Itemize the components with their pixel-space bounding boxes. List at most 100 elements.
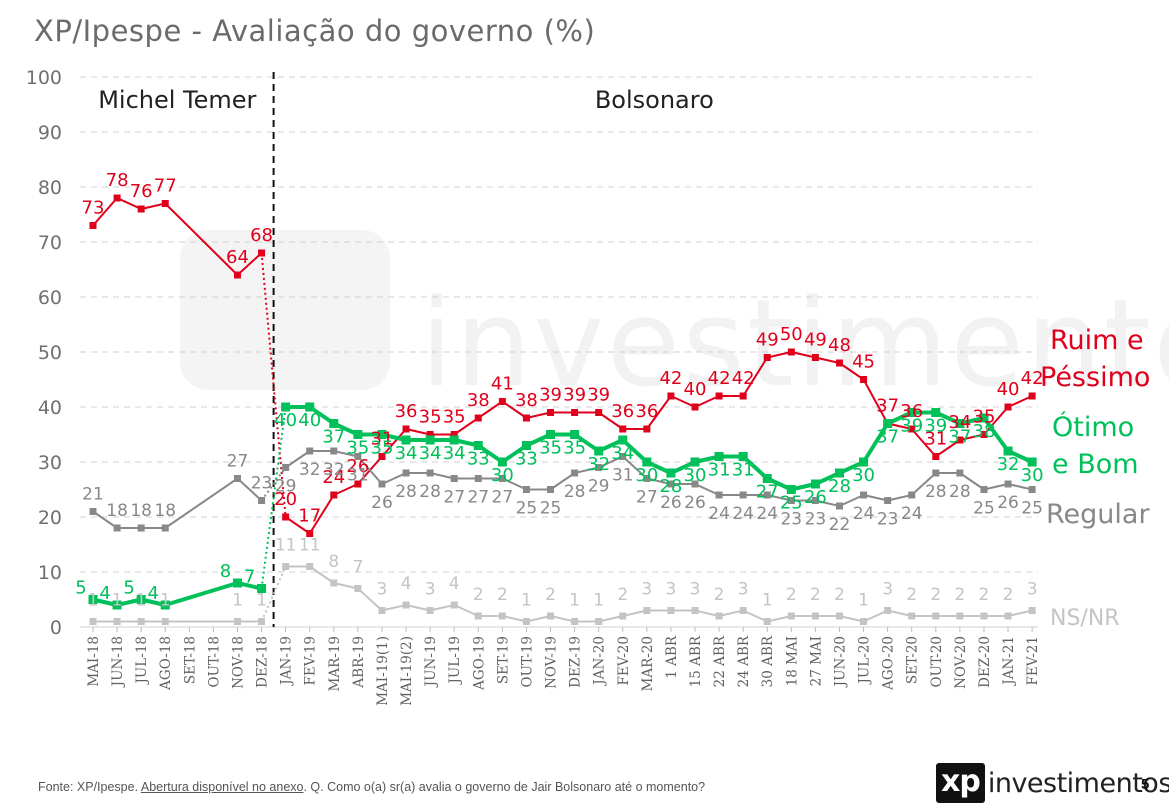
data-point	[980, 612, 988, 620]
data-label: 50	[780, 324, 803, 345]
data-label: 1	[160, 591, 171, 611]
data-label: 40	[684, 379, 707, 400]
data-point	[137, 618, 145, 625]
data-label: 35	[443, 407, 466, 428]
data-label: 35	[419, 407, 442, 428]
data-point	[859, 457, 869, 467]
data-point	[691, 480, 699, 488]
data-label: 42	[732, 368, 755, 389]
data-label: 4	[449, 574, 460, 594]
data-label: 18	[130, 501, 152, 521]
data-label: 17	[298, 506, 321, 527]
y-tick-label: 80	[38, 177, 62, 199]
data-label: 27	[443, 488, 465, 508]
data-label: 2	[545, 585, 556, 605]
x-tick-label: 22 ABR	[712, 635, 728, 687]
x-tick-label: JAN-21	[1001, 636, 1017, 687]
data-point	[233, 475, 241, 482]
data-point	[112, 600, 122, 610]
data-label: 4	[99, 583, 110, 604]
data-label: 30	[635, 465, 658, 486]
x-tick-label: OUT-20	[929, 636, 945, 687]
logo-wordmark: investimentos	[987, 767, 1169, 799]
x-tick-label: OUT-18	[206, 636, 222, 687]
data-label: 34	[443, 443, 466, 464]
data-label: 27	[756, 482, 779, 503]
data-label: 24	[322, 467, 345, 488]
data-point	[522, 414, 530, 422]
data-label: 3	[690, 580, 701, 600]
data-label: 27	[227, 452, 249, 472]
y-tick-label: 20	[38, 507, 62, 529]
data-point	[522, 486, 530, 493]
data-label: 34	[948, 412, 971, 433]
x-tick-label: 18 MAI	[784, 636, 800, 686]
data-point	[450, 601, 458, 609]
data-label: 35	[563, 438, 586, 459]
series-transition	[260, 406, 287, 589]
data-point	[884, 497, 892, 504]
series-transition	[260, 466, 287, 502]
data-point	[907, 408, 917, 417]
y-tick-label: 0	[50, 617, 62, 639]
data-label: 23	[780, 510, 802, 530]
x-tick-label: SET-18	[182, 636, 198, 684]
x-tick-label: JUN-18	[110, 636, 126, 688]
data-point	[378, 453, 386, 460]
data-label: 30	[684, 465, 707, 486]
data-point	[595, 618, 603, 625]
data-point	[643, 425, 651, 433]
data-point	[498, 398, 506, 405]
data-point	[233, 271, 241, 279]
data-label: 25	[1021, 499, 1043, 519]
x-tick-label: MAI-19(2)	[399, 636, 415, 706]
data-point	[113, 194, 121, 202]
data-label: 34	[395, 443, 418, 464]
legend-regular: Regular	[1046, 499, 1150, 530]
source-note: Fonte: XP/Ipespe. Abertura disponível no…	[38, 780, 705, 794]
data-label: 26	[684, 493, 706, 513]
data-point	[883, 419, 893, 428]
data-label: 23	[805, 510, 827, 530]
data-point	[810, 479, 820, 489]
data-label: 28	[949, 482, 971, 502]
x-tick-label: ABR-19	[351, 636, 367, 689]
data-point	[787, 348, 795, 356]
annex-link[interactable]: Abertura disponível no anexo	[140, 780, 304, 794]
data-point	[547, 612, 555, 620]
data-point	[932, 469, 940, 477]
series--timo-e-bom	[88, 402, 1037, 610]
data-point	[306, 563, 314, 570]
data-label: 28	[828, 476, 851, 497]
x-tick-label: JUL-20	[857, 636, 873, 686]
data-label: 32	[587, 454, 610, 475]
data-point	[908, 612, 916, 620]
data-label: 78	[106, 170, 129, 191]
data-label: 24	[708, 504, 730, 524]
data-label: 20	[274, 489, 297, 510]
data-point	[739, 392, 747, 400]
data-label: 32	[997, 454, 1020, 475]
data-label: 27	[492, 488, 514, 508]
data-label: 38	[467, 390, 490, 411]
data-point	[160, 600, 170, 610]
x-tick-label: 15 ABR	[688, 635, 704, 687]
data-label: 77	[154, 176, 177, 197]
data-label: 1	[112, 591, 123, 611]
data-point	[811, 497, 819, 504]
data-point	[594, 446, 604, 456]
data-label: 29	[588, 477, 610, 497]
data-point	[619, 612, 627, 620]
series-transition	[260, 566, 287, 622]
data-label: 5	[123, 578, 134, 599]
data-point	[353, 430, 363, 439]
source-prefix: Fonte: XP/Ipespe.	[38, 780, 141, 794]
data-point	[931, 408, 941, 417]
data-label: 26	[997, 493, 1019, 513]
data-point	[474, 414, 482, 422]
x-tick-label: JUL-19	[447, 636, 463, 686]
data-point	[425, 435, 435, 445]
data-point	[498, 475, 506, 482]
data-label: 40	[997, 379, 1020, 400]
data-label: 31	[708, 460, 731, 481]
